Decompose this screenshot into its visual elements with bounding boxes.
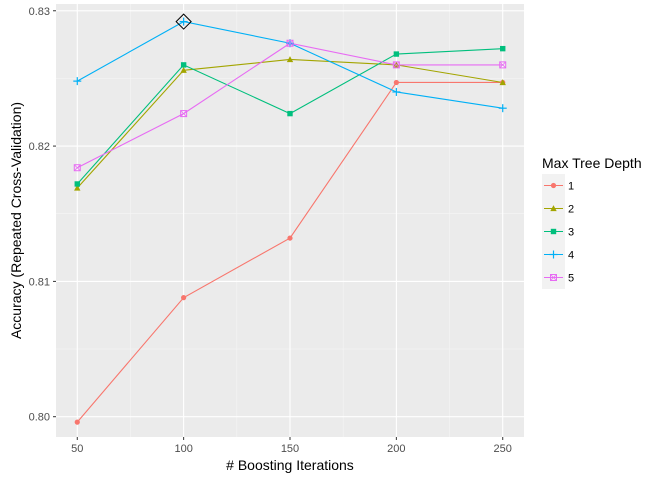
legend-label: 4 <box>568 250 574 262</box>
point-depth-5-x50 <box>73 164 81 172</box>
box <box>499 61 507 69</box>
box <box>286 39 294 47</box>
y-axis-ticks: 0.80 0.81 0.82 0.83 <box>29 6 56 424</box>
point-depth-5-x250 <box>499 61 507 69</box>
x-tick-label: 200 <box>387 443 405 455</box>
point-depth-1-x200 <box>393 79 399 86</box>
box-diag-2 <box>393 61 400 69</box>
series-points <box>73 17 507 425</box>
legend-item-depth-4: 4 <box>542 243 574 266</box>
best-tune-diamond <box>175 13 192 30</box>
legend-label: 5 <box>568 273 574 285</box>
y-tick-label: 0.82 <box>29 141 50 153</box>
legend-key-marker <box>550 228 557 235</box>
x-tick-label: 150 <box>281 443 299 455</box>
point-depth-4-x200 <box>392 87 401 96</box>
legend-key-marker <box>550 274 557 281</box>
box <box>73 164 81 172</box>
point-depth-3-x100 <box>180 62 187 68</box>
grid-major <box>56 4 524 437</box>
legend-item-depth-1: 1 <box>542 174 574 197</box>
point-depth-2-x50 <box>74 184 81 191</box>
box <box>550 274 557 281</box>
point-depth-2-x150 <box>286 56 294 63</box>
point-depth-5-x150 <box>286 39 294 47</box>
point-depth-1-x150 <box>287 235 293 241</box>
point-depth-3-x250 <box>500 45 506 52</box>
box-diag-2 <box>286 39 294 47</box>
point-depth-3-x150 <box>287 110 293 117</box>
point-depth-2-x250 <box>499 79 506 86</box>
point-depth-1-x50 <box>74 419 80 425</box>
point-depth-3-x200 <box>393 51 400 57</box>
best-tune-highlight <box>175 13 192 30</box>
point-depth-4-x100 <box>179 17 188 26</box>
y-axis-title: Accuracy (Repeated Cross-Validation) <box>8 102 24 339</box>
legend-item-depth-5: 5 <box>542 266 574 289</box>
legend: Max Tree Depth 1 2 3 4 5 <box>542 155 642 289</box>
legend-label: 3 <box>568 227 574 239</box>
point-depth-4-x50 <box>73 77 82 86</box>
box <box>392 61 400 69</box>
legend-item-depth-2: 2 <box>542 197 574 220</box>
legend-key-marker <box>549 250 558 259</box>
legend-items: 1 2 3 4 5 <box>542 174 574 289</box>
box-diag-2 <box>73 164 81 172</box>
box-diag-2 <box>499 61 507 69</box>
box <box>180 110 188 118</box>
point-depth-5-x100 <box>180 110 188 118</box>
legend-key-marker <box>550 182 557 189</box>
point-depth-3-x50 <box>74 181 80 187</box>
y-tick-label: 0.81 <box>29 276 50 288</box>
legend-label: 1 <box>568 181 574 193</box>
point-depth-2-x100 <box>180 66 187 73</box>
y-tick-label: 0.80 <box>29 412 50 424</box>
point-depth-4-x250 <box>498 104 507 113</box>
box-diag-2 <box>550 274 557 281</box>
legend-key-marker <box>550 205 557 212</box>
point-depth-1-x100 <box>181 295 187 301</box>
legend-label: 2 <box>568 204 574 216</box>
x-tick-label: 100 <box>174 443 192 455</box>
x-axis-ticks: 50 100 150 200 250 <box>71 437 512 455</box>
x-tick-label: 50 <box>71 443 83 455</box>
legend-item-depth-3: 3 <box>542 220 574 243</box>
y-tick-label: 0.83 <box>29 6 50 18</box>
x-tick-label: 250 <box>494 443 512 455</box>
point-depth-5-x200 <box>392 61 400 69</box>
legend-title: Max Tree Depth <box>542 155 642 171</box>
x-axis-title: # Boosting Iterations <box>226 457 354 473</box>
box-diag-2 <box>180 110 187 117</box>
